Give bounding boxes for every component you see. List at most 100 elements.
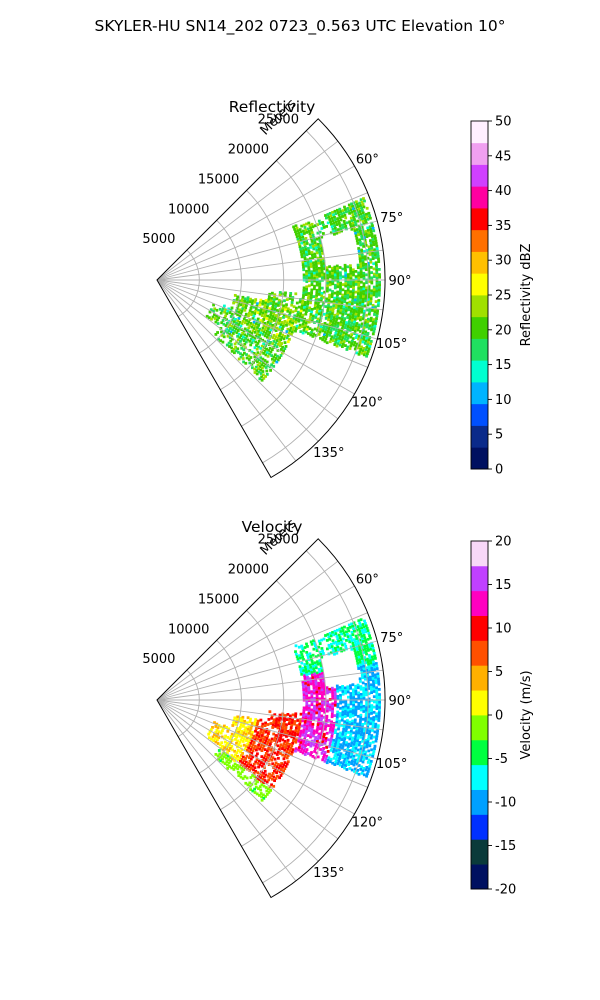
echo-cell <box>335 720 339 724</box>
echo-cell <box>329 728 332 731</box>
echo-cell <box>326 213 330 216</box>
echo-cell <box>302 294 305 298</box>
echo-cell <box>318 272 321 275</box>
echo-cell <box>310 293 313 297</box>
echo-cell <box>366 320 370 324</box>
echo-cell <box>259 337 262 341</box>
echo-cell <box>323 333 326 337</box>
echo-cell <box>251 317 255 320</box>
echo-cell <box>360 322 364 326</box>
echo-cell <box>355 659 359 663</box>
range-ring <box>220 610 285 811</box>
echo-cell <box>326 330 330 333</box>
echo-cell <box>284 305 288 309</box>
echo-cell <box>317 713 321 716</box>
echo-cell <box>341 637 345 641</box>
echo-cell <box>259 298 263 302</box>
echo-cell <box>314 316 318 319</box>
echo-cell <box>252 741 256 744</box>
echo-cell <box>254 298 258 301</box>
echo-cell <box>362 292 365 296</box>
echo-cell <box>260 749 264 752</box>
echo-cell <box>354 275 358 278</box>
echo-cell <box>316 662 320 666</box>
echo-cell <box>337 639 340 643</box>
echo-cell <box>328 760 332 764</box>
echo-cell <box>355 342 359 346</box>
echo-cell <box>241 740 245 743</box>
echo-cell <box>248 750 251 754</box>
echo-cell <box>249 776 253 779</box>
echo-cell <box>333 745 337 749</box>
echo-cell <box>257 367 260 370</box>
echo-cell <box>366 772 369 776</box>
echo-cell <box>345 633 349 636</box>
echo-cell <box>326 279 329 283</box>
echo-cell <box>335 231 339 235</box>
colorbar-tick-label: 10 <box>495 622 512 637</box>
echo-cell <box>332 221 336 225</box>
colorbar-tick-label: 35 <box>495 219 512 234</box>
echo-cell <box>269 341 272 344</box>
echo-cell <box>301 235 305 239</box>
echo-cell <box>319 722 323 725</box>
echo-cell <box>319 675 322 679</box>
echo-cell <box>371 672 374 675</box>
echo-cell <box>284 752 288 756</box>
echo-cell <box>364 677 367 681</box>
echo-cell <box>348 303 351 307</box>
echo-cell <box>358 638 362 642</box>
echo-cell <box>286 334 290 337</box>
echo-cell <box>214 333 218 336</box>
echo-cell <box>270 716 274 720</box>
echo-cell <box>340 298 344 302</box>
echo-cell <box>252 772 256 775</box>
echo-cell <box>354 708 358 711</box>
echo-cell <box>358 621 362 625</box>
echo-cell <box>219 731 223 735</box>
echo-cell <box>239 772 242 776</box>
echo-cell <box>353 629 356 633</box>
echo-cell <box>365 774 368 778</box>
echo-cell <box>365 669 369 672</box>
echo-cell <box>232 326 236 330</box>
echo-cell <box>240 757 244 761</box>
echo-cell <box>287 745 291 749</box>
echo-cell <box>378 283 381 287</box>
echo-cell <box>266 314 269 318</box>
echo-cell <box>378 693 381 696</box>
echo-cell <box>314 682 318 686</box>
echo-cell <box>231 316 235 320</box>
echo-cell <box>266 303 270 306</box>
echo-cell <box>321 252 324 255</box>
echo-cell <box>343 757 347 761</box>
echo-cell <box>359 747 363 751</box>
echo-cell <box>268 776 272 780</box>
echo-cell <box>320 249 324 253</box>
echo-cell <box>228 332 231 336</box>
echo-cell <box>341 730 345 734</box>
echo-cell <box>334 331 338 335</box>
echo-cell <box>365 693 368 697</box>
echo-cell <box>315 695 319 699</box>
echo-cell <box>230 349 234 353</box>
echo-cell <box>303 306 306 309</box>
range-tick-label: 10000 <box>168 622 209 637</box>
echo-cell <box>217 337 220 341</box>
echo-cell <box>366 629 370 633</box>
echo-cell <box>273 736 277 740</box>
echo-cell <box>335 329 338 333</box>
echo-cell <box>375 715 378 718</box>
echo-cell <box>296 719 300 722</box>
echo-cell <box>371 332 375 336</box>
echo-cell <box>282 324 285 328</box>
echo-cell <box>352 224 355 228</box>
echo-cell <box>277 328 281 332</box>
echo-cell <box>347 725 351 729</box>
echo-cell <box>331 323 334 327</box>
echo-cell <box>218 752 222 756</box>
echo-cell <box>319 748 322 751</box>
echo-cell <box>355 645 359 649</box>
echo-cell <box>290 744 294 748</box>
echo-cell <box>282 744 285 748</box>
